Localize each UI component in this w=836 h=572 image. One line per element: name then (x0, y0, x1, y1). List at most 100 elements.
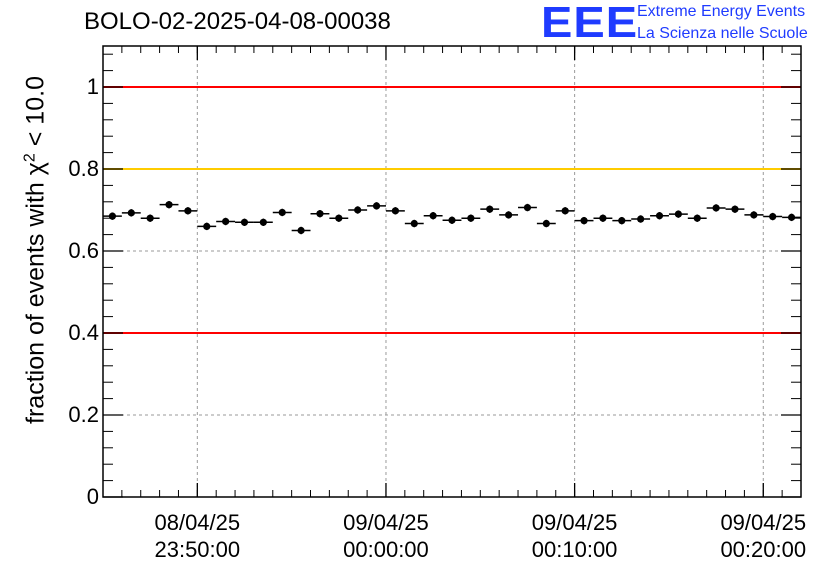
data-point-marker (787, 213, 796, 221)
data-point-marker (278, 208, 286, 217)
data-point-marker (222, 217, 230, 226)
data-point (612, 216, 632, 225)
data-point-marker (203, 222, 211, 230)
x-tick-date: 09/04/25 (343, 510, 429, 535)
data-point (782, 213, 801, 222)
data-point (404, 219, 424, 228)
y-axis-label-symbol: χ (21, 162, 50, 176)
data-point-marker (297, 226, 305, 235)
data-point (668, 210, 688, 218)
chart-title: BOLO-02-2025-04-08-00038 (84, 8, 391, 35)
data-point (291, 226, 311, 235)
x-tick-label: 09/04/25 00:20:00 (703, 509, 823, 563)
data-point (480, 205, 500, 213)
data-point (593, 214, 613, 222)
data-point (216, 217, 236, 226)
data-point (706, 204, 726, 212)
x-tick-time: 00:20:00 (720, 537, 807, 562)
data-point-marker (561, 207, 569, 215)
data-point-marker (693, 214, 701, 222)
reference-lines (103, 86, 801, 334)
data-point (536, 219, 556, 228)
data-point (650, 212, 669, 220)
data-point (744, 211, 764, 219)
data-point (555, 207, 575, 215)
data-point-marker (731, 205, 739, 213)
data-point-marker (240, 218, 249, 226)
data-point (461, 214, 481, 222)
logo-line-2: La Scienza nelle Scuole (637, 25, 808, 42)
data-point (235, 218, 254, 226)
data-point (367, 202, 386, 210)
x-tick-label: 09/04/25 00:10:00 (515, 509, 635, 563)
data-point-marker (599, 214, 607, 222)
data-point (329, 214, 349, 222)
y-axis-label-power: 2 (21, 153, 39, 163)
data-point-marker (618, 217, 626, 225)
data-point-marker (146, 214, 154, 222)
data-point-marker (391, 207, 400, 215)
y-tick-label: 1 (86, 74, 99, 99)
data-point (442, 216, 462, 224)
x-tick-label: 09/04/25 00:00:00 (326, 509, 446, 563)
data-point (763, 212, 783, 221)
data-point-marker (316, 210, 324, 218)
data-points (103, 200, 801, 235)
data-point-marker (429, 212, 437, 220)
data-point-marker (354, 206, 362, 214)
data-point (178, 207, 198, 215)
data-point-marker (184, 207, 192, 215)
data-point-marker (637, 215, 645, 223)
data-point-marker (372, 202, 381, 210)
data-point-marker (750, 211, 758, 219)
data-point (725, 205, 745, 213)
data-point (197, 222, 217, 231)
data-point-marker (674, 210, 682, 218)
data-point-marker (335, 214, 343, 222)
y-axis-label: fraction of events with χ2 < 10.0 (21, 76, 50, 424)
plot-frame (102, 45, 802, 498)
x-tick-time: 00:00:00 (343, 537, 429, 562)
x-tick-label: 08/04/25 23:50:00 (137, 509, 257, 563)
x-tick-date: 08/04/25 (154, 510, 241, 535)
data-point-marker (504, 211, 513, 219)
data-point (272, 208, 292, 217)
x-tick-date: 09/04/25 (531, 510, 618, 535)
y-axis-label-prefix: fraction of events with (21, 182, 50, 424)
data-point-marker (467, 214, 475, 222)
data-point-marker (410, 219, 418, 228)
data-point (121, 209, 141, 217)
x-tick-time: 23:50:00 (154, 537, 241, 562)
y-tick-label: 0.6 (68, 238, 99, 263)
data-point-marker (165, 201, 173, 209)
axis-ticks (102, 46, 802, 498)
data-point (687, 214, 707, 222)
data-point-marker (127, 209, 135, 217)
y-tick-label: 0.4 (68, 320, 99, 345)
y-tick-label: 0.2 (68, 402, 99, 427)
data-point-marker (523, 203, 532, 212)
eee-logo: EEE (541, 0, 639, 46)
data-point (385, 207, 405, 215)
data-point-marker (259, 218, 267, 226)
data-point (631, 215, 651, 223)
data-point (348, 206, 368, 214)
data-point-marker (580, 217, 588, 225)
data-point-marker (448, 216, 456, 224)
data-point (423, 212, 443, 220)
data-point (574, 216, 594, 225)
y-tick-label: 0.8 (68, 156, 99, 181)
y-axis-label-suffix: < 10.0 (21, 76, 50, 147)
data-point (253, 218, 273, 226)
data-point (518, 203, 537, 212)
logo-line-1: Extreme Energy Events (637, 3, 806, 20)
data-point-marker (769, 212, 777, 221)
data-point (103, 212, 122, 220)
data-point (159, 200, 179, 209)
y-tick-label: 0 (86, 484, 99, 509)
x-tick-time: 00:10:00 (531, 537, 618, 562)
data-point-marker (655, 212, 664, 220)
data-point (310, 210, 330, 218)
data-point (140, 214, 160, 222)
